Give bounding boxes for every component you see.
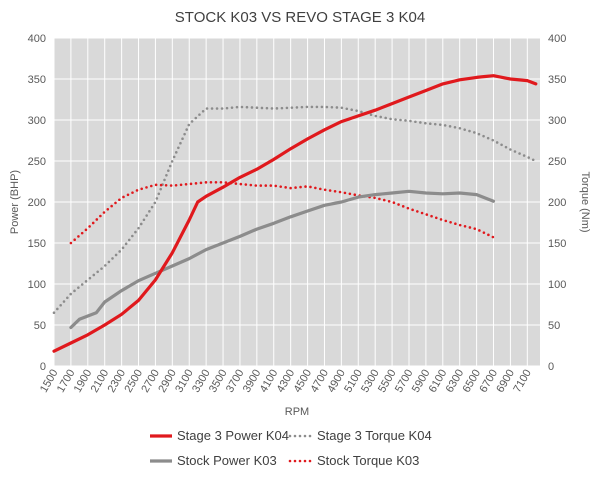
- x-axis-title: RPM: [285, 406, 309, 418]
- y2-tick-label-1: 50: [548, 320, 560, 332]
- y2-axis-title: Torque (Nm): [579, 171, 591, 232]
- legend: Stage 3 Power K04 Stage 3 Torque K04 Stock…: [150, 428, 432, 468]
- y-tick-label-2: 100: [28, 279, 46, 291]
- y-axis-right: 0 50 100 150 200 250 300 350 400: [548, 33, 566, 373]
- legend-label-stage-3-torque-k04: Stage 3 Torque K04: [317, 428, 432, 443]
- y2-tick-label-5: 250: [548, 156, 566, 168]
- y-tick-label-1: 50: [34, 320, 46, 332]
- y2-tick-label-4: 200: [548, 197, 566, 209]
- x-tick-label-28: 7100: [511, 368, 534, 395]
- y-tick-label-6: 300: [28, 115, 46, 127]
- y-axis-title: Power (BHP): [9, 170, 21, 234]
- y-tick-label-7: 350: [28, 74, 46, 86]
- y2-tick-label-2: 100: [548, 279, 566, 291]
- y-tick-label-5: 250: [28, 156, 46, 168]
- chart-title: STOCK K03 VS REVO STAGE 3 K04: [175, 9, 425, 26]
- y2-tick-label-6: 300: [548, 115, 566, 127]
- y2-tick-label-0: 0: [548, 361, 554, 373]
- y-tick-label-0: 0: [40, 361, 46, 373]
- legend-label-stage-3-power-k04: Stage 3 Power K04: [177, 428, 289, 443]
- series-line-stock-power-k03: [69, 189, 496, 330]
- x-axis: 1500170019002100230025002700290031003300…: [38, 368, 534, 395]
- y-tick-label-3: 150: [28, 238, 46, 250]
- y2-tick-label-3: 150: [548, 238, 566, 250]
- y2-tick-label-7: 350: [548, 74, 566, 86]
- y-tick-label-4: 200: [28, 197, 46, 209]
- y2-tick-label-8: 400: [548, 33, 566, 45]
- y-axis-left: 0 50 100 150 200 250 300 350 400: [28, 33, 46, 373]
- y-tick-label-8: 400: [28, 33, 46, 45]
- series-line-stage-3-power-k04: [52, 74, 538, 353]
- legend-label-stock-power-k03: Stock Power K03: [177, 453, 277, 468]
- series-layer: [52, 74, 538, 353]
- series-line-stage-3-torque-k04: [52, 105, 538, 315]
- series-line-stock-torque-k03: [69, 181, 495, 245]
- legend-label-stock-torque-k03: Stock Torque K03: [317, 453, 419, 468]
